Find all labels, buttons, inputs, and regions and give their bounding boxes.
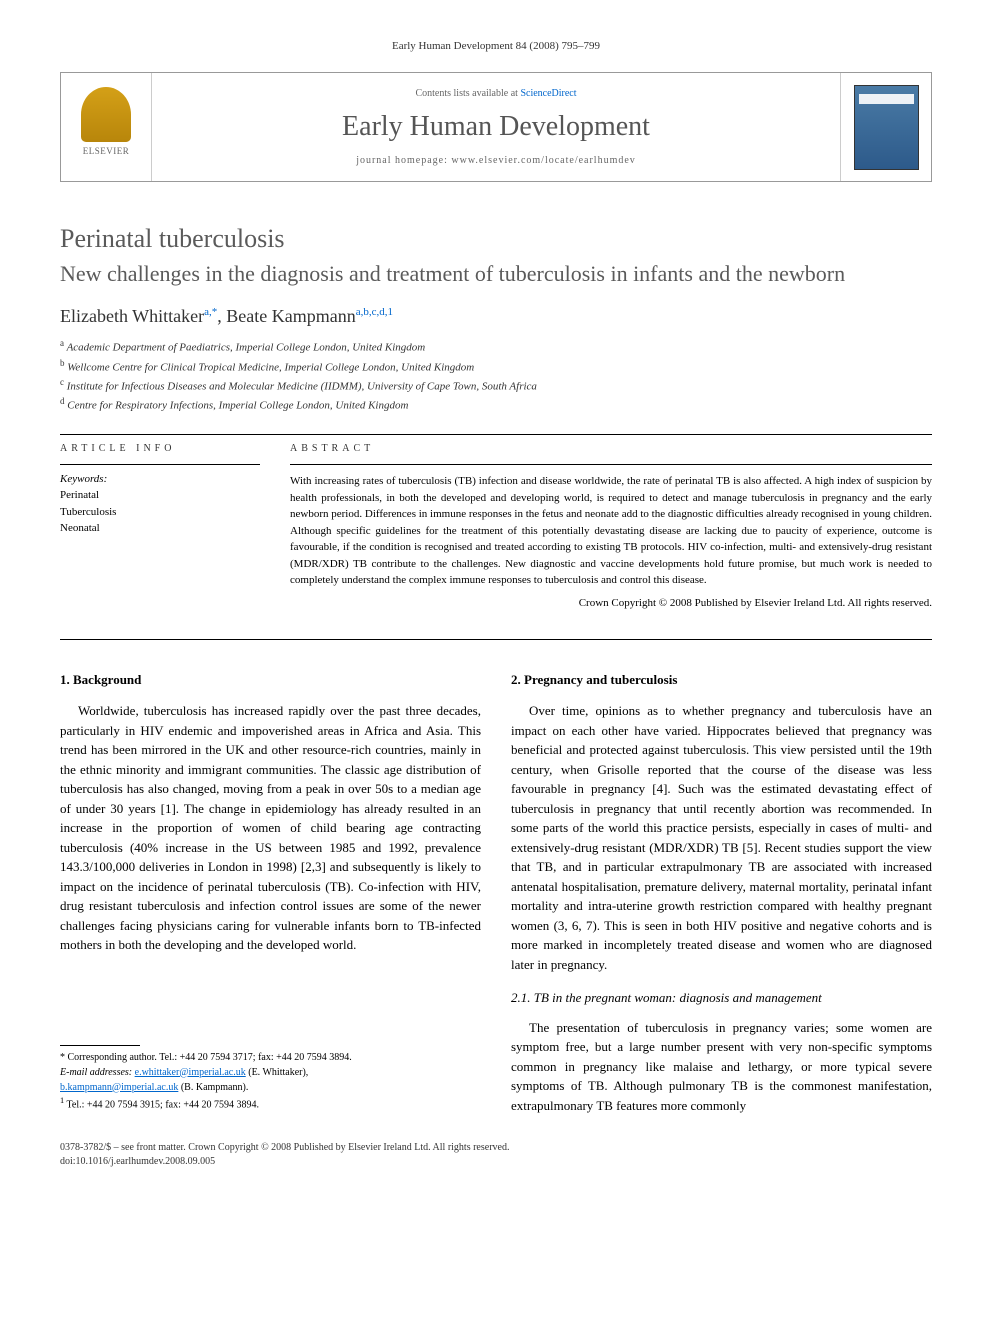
keyword-1: Perinatal (60, 487, 260, 504)
footer-line-1: 0378-3782/$ – see front matter. Crown Co… (60, 1141, 932, 1155)
article-info-column: ARTICLE INFO Keywords: Perinatal Tubercu… (60, 443, 260, 609)
homepage-prefix: journal homepage: (356, 155, 451, 166)
abstract-text: With increasing rates of tuberculosis (T… (290, 473, 932, 589)
section-2-heading: 2. Pregnancy and tuberculosis (511, 670, 932, 690)
author-separator: , (217, 306, 226, 326)
author-1: Elizabeth Whittaker (60, 306, 204, 326)
title-block: Perinatal tuberculosis New challenges in… (60, 222, 932, 414)
body-column-left: 1. Background Worldwide, tuberculosis ha… (60, 670, 481, 1122)
contents-available-line: Contents lists available at ScienceDirec… (162, 88, 830, 99)
abstract-heading: ABSTRACT (290, 443, 932, 454)
journal-cover-thumbnail (854, 85, 919, 170)
contents-prefix: Contents lists available at (415, 88, 520, 99)
affiliation-b: b Wellcome Centre for Clinical Tropical … (60, 357, 932, 376)
elsevier-tree-icon (81, 87, 131, 142)
email-1-who: (E. Whittaker), (246, 1067, 309, 1078)
affiliation-b-text: Wellcome Centre for Clinical Tropical Me… (67, 361, 474, 373)
homepage-url: www.elsevier.com/locate/earlhumdev (451, 155, 635, 166)
email-link-2[interactable]: b.kampmann@imperial.ac.uk (60, 1082, 178, 1093)
affiliation-a: a Academic Department of Paediatrics, Im… (60, 337, 932, 356)
affiliation-c: c Institute for Infectious Diseases and … (60, 376, 932, 395)
body-column-right: 2. Pregnancy and tuberculosis Over time,… (511, 670, 932, 1122)
email-link-1[interactable]: e.whittaker@imperial.ac.uk (135, 1067, 246, 1078)
affiliation-d: d Centre for Respiratory Infections, Imp… (60, 395, 932, 414)
abstract-column: ABSTRACT With increasing rates of tuberc… (290, 443, 932, 609)
author-2-affil-sup: a,b,c,d,1 (356, 306, 393, 318)
footnote-1: 1 Tel.: +44 20 7594 3915; fax: +44 20 75… (60, 1095, 481, 1112)
abstract-copyright: Crown Copyright © 2008 Published by Else… (290, 597, 932, 609)
elsevier-logo-text: ELSEVIER (83, 146, 130, 156)
article-info-heading: ARTICLE INFO (60, 443, 260, 454)
section-1-heading: 1. Background (60, 670, 481, 690)
section-1-para: Worldwide, tuberculosis has increased ra… (60, 701, 481, 955)
author-1-affil-sup: a,* (204, 306, 217, 318)
sciencedirect-link[interactable]: ScienceDirect (520, 88, 576, 99)
divider-bottom (60, 639, 932, 640)
footnote-1-sup: 1 (60, 1096, 64, 1105)
page-footer: 0378-3782/$ – see front matter. Crown Co… (60, 1141, 932, 1169)
article-title: Perinatal tuberculosis (60, 222, 932, 256)
masthead-center: Contents lists available at ScienceDirec… (151, 73, 841, 181)
affiliations-block: a Academic Department of Paediatrics, Im… (60, 337, 932, 414)
section-2-1-para: The presentation of tuberculosis in preg… (511, 1018, 932, 1116)
info-divider (60, 464, 260, 465)
authors-line: Elizabeth Whittakera,*, Beate Kampmanna,… (60, 306, 932, 327)
info-abstract-row: ARTICLE INFO Keywords: Perinatal Tubercu… (60, 443, 932, 609)
keyword-3: Neonatal (60, 520, 260, 537)
journal-homepage-line: journal homepage: www.elsevier.com/locat… (162, 155, 830, 166)
footnote-1-text: Tel.: +44 20 7594 3915; fax: +44 20 7594… (67, 1099, 260, 1110)
footnote-rule (60, 1045, 140, 1046)
email-addresses-line: E-mail addresses: e.whittaker@imperial.a… (60, 1065, 481, 1095)
article-subtitle: New challenges in the diagnosis and trea… (60, 260, 932, 289)
article-page: Early Human Development 84 (2008) 795–79… (0, 0, 992, 1209)
keyword-2: Tuberculosis (60, 504, 260, 521)
journal-masthead: ELSEVIER Contents lists available at Sci… (60, 72, 932, 182)
journal-name: Early Human Development (162, 111, 830, 143)
footer-doi: doi:10.1016/j.earlhumdev.2008.09.005 (60, 1155, 932, 1169)
author-2: Beate Kampmann (226, 306, 355, 326)
section-2-1-heading: 2.1. TB in the pregnant woman: diagnosis… (511, 988, 932, 1008)
running-header: Early Human Development 84 (2008) 795–79… (60, 40, 932, 52)
affiliation-d-text: Centre for Respiratory Infections, Imper… (67, 400, 408, 412)
section-2-para: Over time, opinions as to whether pregna… (511, 701, 932, 974)
publisher-logo-block: ELSEVIER (61, 73, 151, 181)
keywords-label: Keywords: (60, 473, 260, 485)
elsevier-logo: ELSEVIER (71, 87, 141, 167)
journal-cover-block (841, 73, 931, 181)
abstract-divider (290, 464, 932, 465)
body-columns: 1. Background Worldwide, tuberculosis ha… (60, 670, 932, 1122)
email-2-who: (B. Kampmann). (178, 1082, 248, 1093)
affiliation-a-text: Academic Department of Paediatrics, Impe… (67, 342, 426, 354)
corresponding-author-note: * Corresponding author. Tel.: +44 20 759… (60, 1050, 481, 1065)
email-label: E-mail addresses: (60, 1067, 135, 1078)
correspondence-footnotes: * Corresponding author. Tel.: +44 20 759… (60, 1045, 481, 1112)
divider-top (60, 434, 932, 435)
affiliation-c-text: Institute for Infectious Diseases and Mo… (67, 380, 537, 392)
